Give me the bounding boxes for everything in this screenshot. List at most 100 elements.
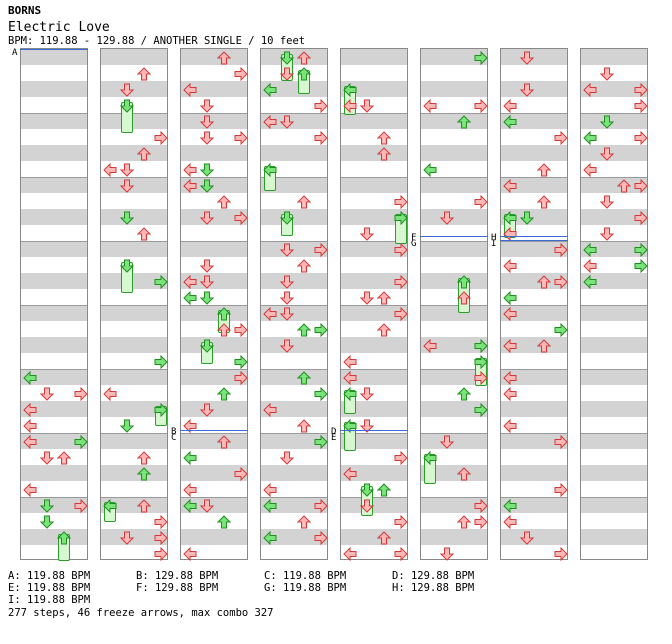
row-band <box>581 369 647 385</box>
right-arrow-icon <box>394 194 408 210</box>
up-arrow-icon <box>296 370 312 385</box>
right-arrow-icon <box>554 274 568 290</box>
right-arrow-icon <box>394 274 408 290</box>
right-arrow-icon <box>474 98 488 114</box>
left-arrow-icon <box>23 370 37 386</box>
row-band <box>101 305 167 321</box>
right-arrow-icon <box>474 354 488 370</box>
measure-line <box>261 113 327 114</box>
row-band <box>21 81 87 97</box>
up-arrow-icon <box>456 290 472 305</box>
measure-line <box>581 433 647 434</box>
down-arrow-icon <box>199 402 215 417</box>
bpm-marker-b-line <box>180 430 248 431</box>
up-arrow-icon <box>536 194 552 209</box>
left-arrow-icon <box>503 418 517 434</box>
row-band <box>181 81 247 97</box>
row-band <box>181 337 247 353</box>
down-arrow-icon <box>119 530 135 545</box>
bpm-marker-h-line <box>500 236 568 237</box>
down-arrow-icon <box>519 50 535 65</box>
down-arrow-icon <box>199 338 215 353</box>
down-arrow-icon <box>599 194 615 209</box>
measure-line <box>421 113 487 114</box>
left-arrow-icon <box>503 258 517 274</box>
down-arrow-icon <box>39 386 55 401</box>
row-band <box>501 529 567 545</box>
row-band <box>421 49 487 65</box>
left-arrow-icon <box>103 162 117 178</box>
row-band <box>21 465 87 481</box>
row-band <box>21 177 87 193</box>
row-band <box>101 113 167 129</box>
left-arrow-icon <box>23 482 37 498</box>
chart-column-5 <box>340 48 408 562</box>
measure-line <box>341 177 407 178</box>
row-band <box>261 177 327 193</box>
measure-line <box>21 241 87 242</box>
row-band <box>501 433 567 449</box>
bpm-legend-g: G: 119.88 BPM <box>264 582 347 594</box>
row-band <box>181 273 247 289</box>
down-arrow-icon <box>199 258 215 273</box>
up-arrow-icon <box>136 466 152 481</box>
up-arrow-icon <box>536 274 552 289</box>
bpm-legend-d: D: 129.88 BPM <box>392 570 475 582</box>
down-arrow-icon <box>119 82 135 97</box>
chart-info: BPM: 119.88 - 129.88 / ANOTHER SINGLE / … <box>8 35 306 47</box>
right-arrow-icon <box>634 178 648 194</box>
down-arrow-icon <box>359 386 375 401</box>
right-arrow-icon <box>394 514 408 530</box>
left-arrow-icon <box>583 242 597 258</box>
right-arrow-icon <box>394 306 408 322</box>
row-band <box>261 369 327 385</box>
right-arrow-icon <box>634 130 648 146</box>
bpm-legend-a: A: 119.88 BPM <box>8 570 91 582</box>
row-band <box>261 145 327 161</box>
down-arrow-icon <box>599 66 615 81</box>
row-band <box>341 49 407 65</box>
row-band <box>421 369 487 385</box>
left-arrow-icon <box>503 306 517 322</box>
row-band <box>581 529 647 545</box>
measure-line <box>101 241 167 242</box>
down-arrow-icon <box>519 530 535 545</box>
measure-line <box>581 497 647 498</box>
right-arrow-icon <box>154 354 168 370</box>
left-arrow-icon <box>583 162 597 178</box>
down-arrow-icon <box>359 290 375 305</box>
right-arrow-icon <box>314 434 328 450</box>
row-band <box>261 273 327 289</box>
row-band <box>101 145 167 161</box>
up-arrow-icon <box>296 514 312 529</box>
row-band <box>261 337 327 353</box>
measure-line <box>181 369 247 370</box>
left-arrow-icon <box>423 162 437 178</box>
row-band <box>181 177 247 193</box>
row-band <box>181 49 247 65</box>
down-arrow-icon <box>119 98 135 113</box>
down-arrow-icon <box>199 162 215 177</box>
left-arrow-icon <box>503 386 517 402</box>
right-arrow-icon <box>474 514 488 530</box>
right-arrow-icon <box>634 210 648 226</box>
right-arrow-icon <box>314 530 328 546</box>
row-band <box>181 465 247 481</box>
row-band <box>21 305 87 321</box>
row-band <box>101 81 167 97</box>
row-band <box>181 529 247 545</box>
up-arrow-icon <box>456 114 472 129</box>
measure-line <box>501 241 567 242</box>
row-band <box>181 401 247 417</box>
row-band <box>21 369 87 385</box>
row-band <box>341 465 407 481</box>
row-band <box>101 401 167 417</box>
right-arrow-icon <box>74 498 88 514</box>
up-arrow-icon <box>376 530 392 545</box>
up-arrow-icon <box>136 450 152 465</box>
up-arrow-icon <box>376 322 392 337</box>
bpm-marker-g: G <box>411 239 417 249</box>
measure-line <box>421 305 487 306</box>
row-band <box>101 465 167 481</box>
row-band <box>181 113 247 129</box>
